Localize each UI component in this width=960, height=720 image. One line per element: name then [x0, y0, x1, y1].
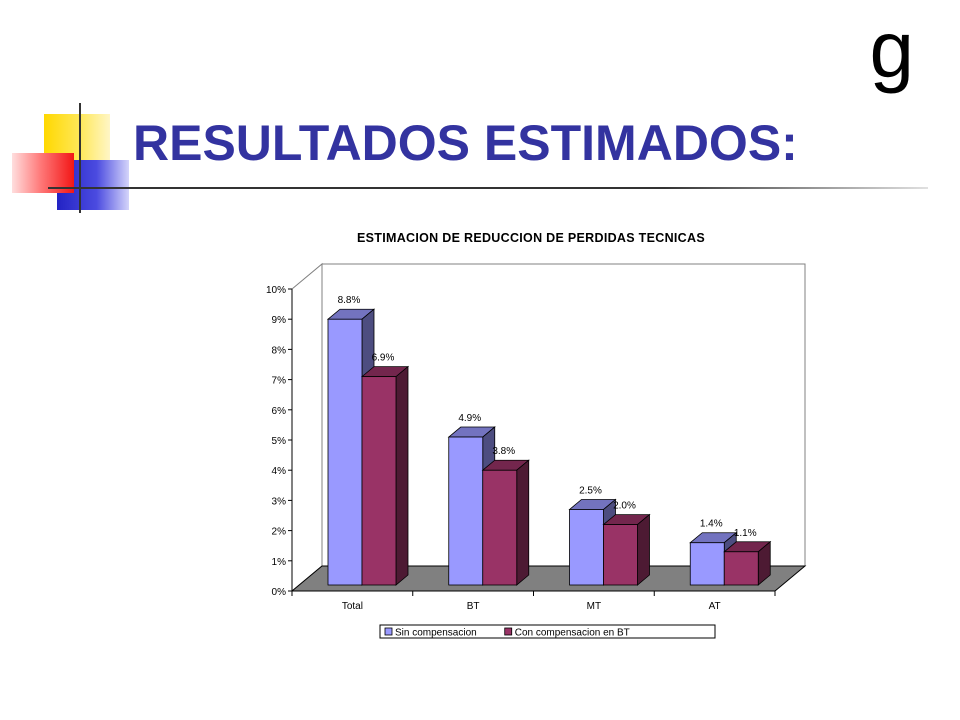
data-label: 2.5% — [579, 486, 602, 497]
bar-con-compensacion-side — [637, 513, 650, 586]
y-tick-label: 1% — [272, 557, 287, 568]
bar-con-compensacion — [482, 469, 518, 586]
bar-sin-compensacion — [327, 318, 363, 586]
data-label: 3.8% — [492, 446, 515, 457]
bar-con-compensacion-side — [516, 459, 530, 586]
x-category-label: BT — [467, 601, 480, 612]
y-tick-label: 8% — [272, 345, 287, 356]
bar-sin-compensacion — [569, 509, 604, 586]
legend-swatch — [384, 627, 393, 636]
data-label: 1.4% — [700, 519, 723, 530]
legend — [379, 624, 716, 639]
bar-sin-compensacion — [689, 542, 725, 586]
y-tick-label: 10% — [266, 285, 286, 296]
bar-con-compensacion-side — [395, 365, 409, 586]
data-label: 2.0% — [613, 501, 636, 512]
y-tick-label: 7% — [272, 376, 287, 387]
x-category-label: MT — [587, 601, 601, 612]
bar-con-compensacion — [603, 524, 638, 586]
decor-vertical-line — [79, 103, 81, 213]
y-tick-label: 4% — [272, 466, 287, 477]
bar-con-compensacion — [361, 376, 397, 586]
y-tick-label: 5% — [272, 436, 287, 447]
data-label: 4.9% — [458, 413, 481, 424]
plot-area: 0% 1% 2% 3% 4% 5% 6% 7% 8% 9% 10% Total BT MT AT 8.8% 6.… — [266, 262, 807, 639]
decor-horizontal-line — [48, 187, 928, 189]
data-label: 1.1% — [734, 528, 757, 539]
legend-label: Con compensacion en BT — [515, 628, 630, 639]
y-tick-label: 2% — [272, 527, 287, 538]
page-title: RESULTADOS ESTIMADOS: — [133, 115, 798, 171]
y-tick-label: 3% — [272, 496, 287, 507]
data-label: 8.8% — [338, 295, 361, 306]
corner-glyph: g — [869, 5, 915, 94]
bar-sin-compensacion — [448, 436, 484, 586]
y-tick-label: 6% — [272, 406, 287, 417]
chart-side-wall — [291, 262, 323, 593]
y-tick-label: 9% — [272, 315, 287, 326]
x-category-label: AT — [709, 601, 721, 612]
legend-swatch — [504, 627, 513, 636]
legend-label: Sin compensacion — [395, 628, 477, 639]
chart-title: ESTIMACION DE REDUCCION DE PERDIDAS TECN… — [357, 231, 705, 245]
bar-con-compensacion — [723, 551, 759, 586]
y-tick-label: 0% — [272, 587, 287, 598]
decor-red-square — [12, 153, 74, 193]
x-category-label: Total — [342, 601, 363, 612]
data-label: 6.9% — [372, 353, 395, 364]
